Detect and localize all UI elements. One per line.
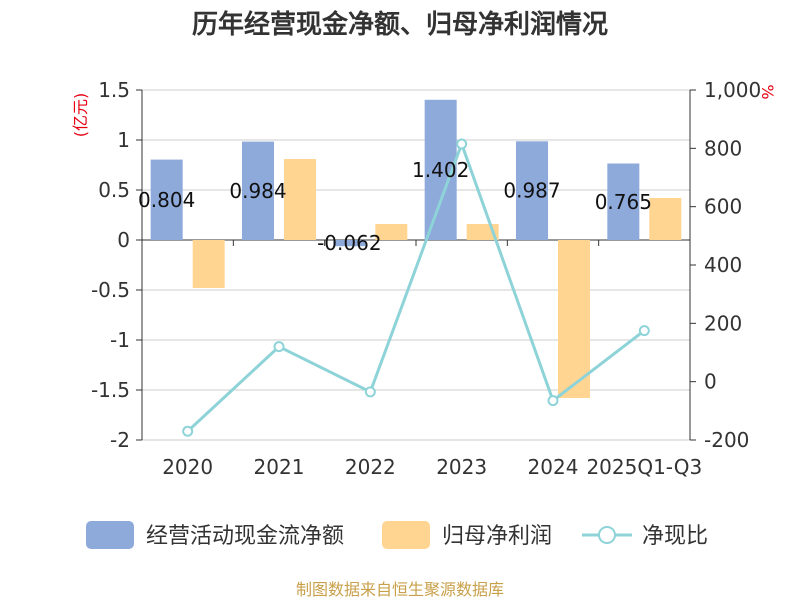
- legend-label-ratio: 净现比: [642, 524, 708, 549]
- y-right-tick-label: 800: [704, 136, 742, 160]
- x-tick-label: 2025Q1-Q3: [586, 455, 702, 479]
- x-tick-label: 2020: [162, 455, 213, 479]
- profit-bar: [284, 159, 316, 240]
- ratio-line: [182, 138, 650, 437]
- x-tick-label: 2021: [254, 455, 305, 479]
- y-right-unit: %: [758, 84, 777, 99]
- legend-swatch-profit: [382, 521, 430, 549]
- cashflow-data-label: 1.402: [412, 158, 469, 182]
- x-tick-label: 2024: [528, 455, 579, 479]
- legend-label-cashflow: 经营活动现金流净额: [146, 524, 344, 549]
- ratio-point: [456, 138, 468, 150]
- cashflow-data-label: 0.765: [595, 190, 652, 214]
- ratio-point: [364, 386, 376, 398]
- tick-labels: -2 -1.5 -1 -0.5 0 0.5 1 1.5 -200 0 200 400 600 800 1,0…: [91, 78, 761, 479]
- source-note: 制图数据来自恒生聚源数据库: [296, 580, 504, 599]
- y-right-tick-label: 600: [704, 195, 742, 219]
- y-left-tick-label: -1.5: [91, 378, 130, 402]
- y-left-tick-label: -0.5: [91, 278, 130, 302]
- cashflow-data-label: 0.984: [229, 179, 286, 203]
- y-right-tick-label: 400: [704, 253, 742, 277]
- ratio-point: [638, 325, 650, 337]
- x-tick-label: 2023: [436, 455, 487, 479]
- cashflow-bar: [607, 163, 640, 240]
- axes: [136, 89, 696, 441]
- profit-bar: [192, 240, 225, 288]
- ratio-line-path: [186, 139, 646, 433]
- y-left-tick-label: -2: [110, 428, 130, 452]
- y-left-tick-label: 0: [117, 228, 130, 252]
- y-left-tick-label: 1: [117, 128, 130, 152]
- y-right-tick-label: 1,000: [704, 78, 761, 102]
- legend: 经营活动现金流净额 归母净利润 净现比: [86, 521, 708, 549]
- legend-label-profit: 归母净利润: [442, 524, 552, 549]
- cashflow-bar: [242, 141, 274, 240]
- legend-swatch-cashflow: [86, 521, 134, 549]
- cashflow-bar: [516, 141, 548, 240]
- cashflow-bar: [150, 159, 183, 240]
- y-right-tick-label: 200: [704, 311, 742, 335]
- bars: [150, 99, 682, 398]
- y-right-tick-label: -200: [704, 428, 749, 452]
- x-tick-label: 2022: [345, 455, 396, 479]
- ratio-point: [273, 341, 285, 353]
- y-left-unit: (亿元): [71, 93, 90, 138]
- profit-bar: [375, 224, 408, 240]
- ratio-point: [547, 395, 559, 407]
- cashflow-bar: [333, 240, 366, 247]
- chart-title: 历年经营现金净额、归母净利润情况: [192, 9, 608, 40]
- ratio-point: [182, 425, 194, 437]
- profit-bar: [649, 198, 682, 240]
- y-right-tick-label: 0: [704, 370, 717, 394]
- profit-bar: [558, 240, 590, 398]
- cashflow-data-label: 0.987: [503, 179, 560, 203]
- cashflow-data-label: -0.062: [317, 231, 381, 255]
- data-labels: 0.804 0.984 -0.062 1.402 0.987 0.765: [138, 158, 652, 255]
- y-left-tick-label: 0.5: [98, 178, 130, 202]
- y-left-tick-label: -1: [110, 328, 130, 352]
- y-left-tick-label: 1.5: [98, 78, 130, 102]
- cashflow-data-label: 0.804: [138, 188, 195, 212]
- legend-swatch-ratio-marker: [598, 526, 616, 544]
